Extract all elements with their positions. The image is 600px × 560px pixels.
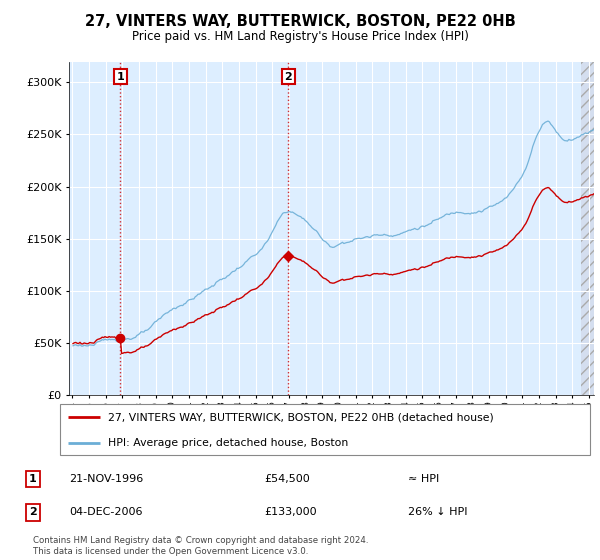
- Text: Price paid vs. HM Land Registry's House Price Index (HPI): Price paid vs. HM Land Registry's House …: [131, 30, 469, 43]
- Text: 2: 2: [284, 72, 292, 82]
- Text: 04-DEC-2006: 04-DEC-2006: [69, 507, 143, 517]
- Text: 27, VINTERS WAY, BUTTERWICK, BOSTON, PE22 0HB (detached house): 27, VINTERS WAY, BUTTERWICK, BOSTON, PE2…: [108, 412, 494, 422]
- Text: 26% ↓ HPI: 26% ↓ HPI: [408, 507, 467, 517]
- Text: HPI: Average price, detached house, Boston: HPI: Average price, detached house, Bost…: [108, 437, 348, 447]
- Text: £133,000: £133,000: [264, 507, 317, 517]
- Text: 21-NOV-1996: 21-NOV-1996: [69, 474, 143, 484]
- FancyBboxPatch shape: [59, 404, 590, 455]
- Text: 1: 1: [29, 474, 37, 484]
- Text: ≈ HPI: ≈ HPI: [408, 474, 439, 484]
- Text: 27, VINTERS WAY, BUTTERWICK, BOSTON, PE22 0HB: 27, VINTERS WAY, BUTTERWICK, BOSTON, PE2…: [85, 14, 515, 29]
- Text: 1: 1: [116, 72, 124, 82]
- Text: 2: 2: [29, 507, 37, 517]
- Bar: [581, 62, 598, 395]
- Text: £54,500: £54,500: [264, 474, 310, 484]
- Bar: [581, 62, 598, 395]
- Text: Contains HM Land Registry data © Crown copyright and database right 2024.
This d: Contains HM Land Registry data © Crown c…: [33, 536, 368, 556]
